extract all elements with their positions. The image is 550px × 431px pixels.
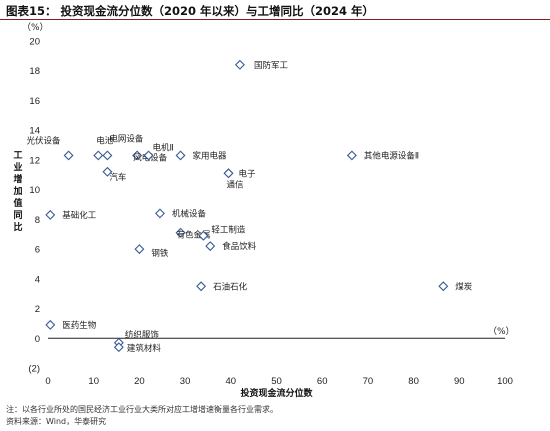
x-tick-label: 10	[88, 376, 99, 387]
data-point-label: 医药生物	[62, 320, 97, 331]
data-point-label: 国防军工	[254, 60, 289, 71]
y-axis-title-char: 比	[13, 221, 22, 233]
data-point-marker	[102, 150, 113, 161]
x-axis-title: 投资现金流分位数	[240, 387, 313, 399]
title-divider	[0, 19, 550, 20]
data-point-label: 机械设备	[172, 208, 207, 219]
y-tick-label: 4	[35, 274, 40, 285]
data-point-marker	[93, 150, 104, 161]
data-point-marker	[45, 209, 56, 220]
footnotes: 注：以各行业所处的国民经济工业行业大类所对应工增增速衡量各行业需求。 资料来源：…	[6, 404, 278, 428]
y-tick-label: 0	[35, 334, 40, 345]
y-tick-label: 16	[29, 96, 40, 107]
x-tick-label: 40	[226, 376, 237, 387]
y-tick-label: 18	[29, 66, 40, 77]
x-tick-label: 50	[271, 376, 282, 387]
data-point-label: 通信	[227, 179, 245, 190]
data-point-marker	[175, 227, 186, 238]
data-point-label: 光伏设备	[27, 135, 62, 146]
data-point-marker	[346, 150, 357, 161]
data-point-label: 电池	[96, 135, 114, 146]
figure-title: 图表15： 投资现金流分位数（2020 年以来）与工增同比（2024 年）	[6, 4, 375, 18]
data-point-label: 家用电器	[193, 150, 228, 161]
y-axis-title-char: 值	[13, 197, 22, 209]
y-axis-title-char: 增	[13, 173, 22, 185]
x-tick-label: 100	[497, 376, 513, 387]
data-point-marker	[196, 281, 207, 292]
y-tick-label: 8	[35, 215, 40, 226]
x-unit-label: （%）	[488, 326, 515, 337]
y-tick-label: (2)	[28, 364, 40, 375]
y-tick-label: 12	[29, 155, 40, 166]
data-point-marker	[45, 319, 56, 330]
x-tick-label: 90	[454, 376, 465, 387]
data-point-marker	[223, 168, 234, 179]
data-point-marker	[175, 150, 186, 161]
y-tick-label: 10	[29, 185, 40, 196]
y-tick-label: 14	[29, 126, 40, 137]
data-point-marker	[198, 230, 209, 241]
data-point-label: 基础化工	[62, 210, 97, 221]
data-point-label: 电机Ⅱ	[153, 142, 174, 153]
data-point-marker	[134, 244, 145, 255]
footnote: 注：以各行业所处的国民经济工业行业大类所对应工增增速衡量各行业需求。	[6, 405, 278, 414]
data-point-marker	[143, 150, 154, 161]
data-point-marker	[438, 281, 449, 292]
data-point-label: 轻工制造	[211, 225, 246, 236]
x-tick-label: 20	[134, 376, 145, 387]
y-axis-title-char: 加	[12, 185, 22, 197]
data-point-marker	[132, 150, 143, 161]
x-tick-label: 80	[408, 376, 419, 387]
data-point-label: 纺织服饰	[125, 330, 160, 341]
source-note: 资料来源：Wind，华泰研究	[6, 417, 107, 426]
y-tick-label: 6	[35, 245, 40, 256]
data-point-label: 有色金属	[177, 230, 211, 241]
data-point-label: 钢铁	[151, 248, 169, 259]
data-point-marker	[234, 59, 245, 70]
y-unit-label: （%）	[22, 22, 49, 33]
data-point-label: 建筑材料	[127, 343, 162, 354]
y-axis-title-char: 业	[13, 161, 22, 173]
x-tick-label: 30	[180, 376, 191, 387]
data-point-marker	[113, 342, 124, 353]
data-point-label: 其他电源设备Ⅱ	[364, 150, 419, 161]
data-point-marker	[205, 241, 216, 252]
data-point-label: 电子	[239, 168, 257, 179]
data-point-label: 石油石化	[213, 281, 248, 292]
x-tick-label: 70	[363, 376, 374, 387]
data-point-label: 食品饮料	[222, 241, 257, 252]
data-point-marker	[102, 166, 113, 177]
data-point-marker	[154, 208, 165, 219]
y-tick-label: 20	[29, 37, 40, 48]
y-axis-title-char: 工	[13, 150, 22, 161]
data-point-label: 汽车	[109, 172, 126, 183]
y-tick-label: 2	[35, 304, 40, 315]
y-axis-title-char: 同	[13, 210, 22, 221]
data-point-label: 电网设备	[109, 133, 144, 144]
data-point-marker	[63, 150, 74, 161]
x-tick-label: 0	[45, 376, 50, 387]
x-tick-label: 60	[317, 376, 328, 387]
data-point-label: 煤炭	[455, 281, 473, 292]
